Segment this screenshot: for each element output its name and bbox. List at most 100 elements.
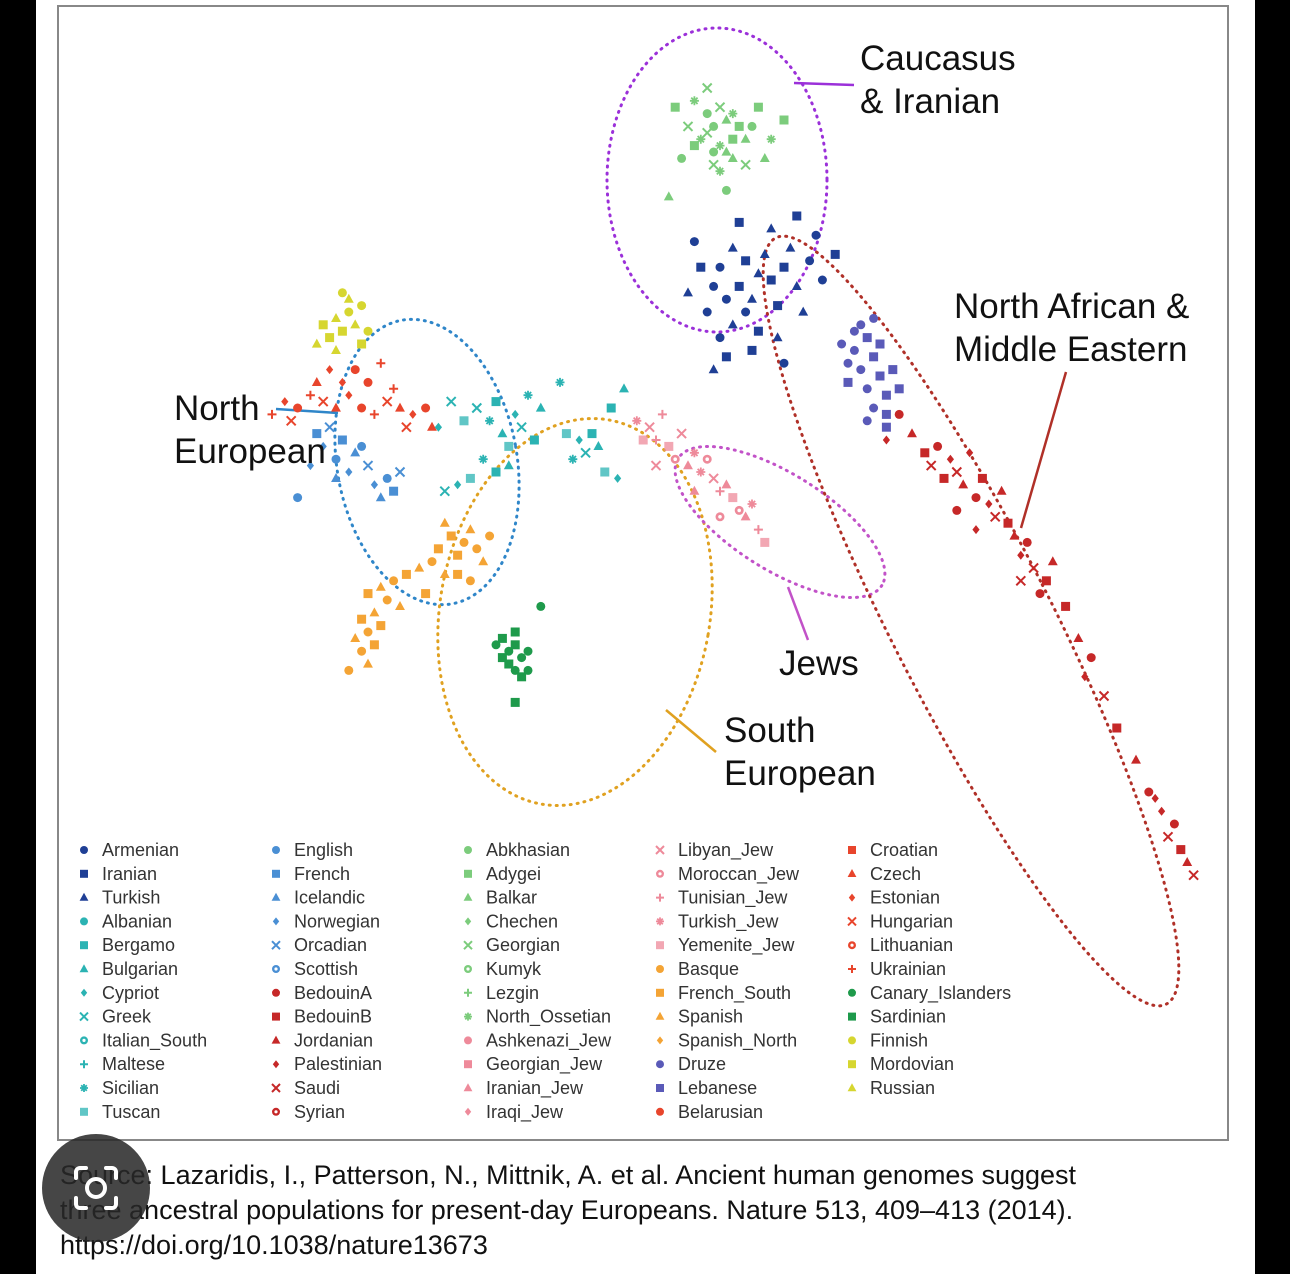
- data-point: [664, 441, 674, 451]
- data-point: [344, 307, 354, 317]
- legend-label: Iranian_Jew: [486, 1078, 584, 1099]
- data-point: [869, 403, 879, 413]
- legend-marker: [79, 1011, 89, 1022]
- legend-label: Norwegian: [294, 911, 380, 931]
- legend-label: Adygei: [486, 864, 541, 884]
- data-point: [478, 556, 489, 566]
- data-point: [882, 435, 890, 445]
- legend-marker: [656, 917, 664, 926]
- data-point: [766, 275, 776, 285]
- data-point: [587, 429, 597, 439]
- legend-marker: [848, 1036, 856, 1045]
- data-point: [734, 121, 744, 131]
- legend-marker: [848, 941, 856, 950]
- data-point: [709, 281, 719, 291]
- data-point: [376, 621, 386, 631]
- data-point: [357, 339, 367, 349]
- data-point: [478, 454, 488, 464]
- data-point: [1112, 723, 1122, 733]
- legend-label: Balkar: [486, 888, 537, 908]
- legend-label: Scottish: [294, 959, 358, 979]
- data-point: [708, 473, 719, 484]
- lens-search-button[interactable]: [42, 1134, 150, 1242]
- source-caption: Source: Lazaridis, I., Patterson, N., Mi…: [60, 1158, 1240, 1263]
- data-point: [843, 377, 853, 387]
- data-point: [445, 396, 457, 407]
- data-point: [465, 576, 475, 586]
- legend-marker: [464, 988, 472, 997]
- data-point: [345, 467, 353, 477]
- data-point: [721, 352, 731, 362]
- data-point: [357, 403, 367, 413]
- data-point: [843, 358, 853, 368]
- legend-label: Syrian: [294, 1102, 345, 1122]
- data-point: [414, 562, 425, 572]
- data-point: [375, 492, 386, 502]
- data-point: [357, 441, 367, 451]
- data-point: [325, 333, 335, 343]
- legend-label: Canary_Islanders: [870, 983, 1011, 1004]
- data-point: [638, 435, 648, 445]
- data-point: [454, 480, 462, 490]
- data-point: [1009, 530, 1020, 540]
- legend-label: Lithuanian: [870, 935, 953, 955]
- legend-marker: [271, 1083, 281, 1093]
- data-point: [715, 512, 725, 522]
- legend-marker: [80, 869, 88, 878]
- data-point: [689, 141, 699, 151]
- data-point: [593, 441, 604, 450]
- data-point: [1041, 576, 1051, 586]
- data-point: [721, 114, 732, 124]
- legend-label: Basque: [678, 959, 739, 979]
- data-point: [727, 319, 738, 329]
- label-caucasus-line2: & Iranian: [860, 82, 1000, 121]
- legend-marker: [80, 917, 88, 926]
- plot-frame: [57, 5, 1229, 1141]
- leader-north-african: [1019, 371, 1068, 529]
- data-point: [511, 409, 519, 419]
- lens-icon: [74, 1166, 118, 1210]
- data-point: [357, 646, 367, 656]
- data-point: [472, 544, 482, 554]
- data-point: [759, 249, 770, 258]
- legend-label: Abkhasian: [486, 840, 570, 860]
- legend-marker: [656, 988, 664, 997]
- data-point: [1003, 518, 1013, 528]
- data-point: [920, 448, 930, 458]
- legend-label: Maltese: [102, 1054, 165, 1074]
- legend-marker: [463, 1083, 473, 1092]
- legend-label: English: [294, 840, 353, 860]
- data-point: [894, 409, 904, 419]
- data-point: [580, 447, 591, 459]
- data-point: [317, 396, 329, 407]
- data-point: [779, 358, 789, 368]
- data-point: [497, 653, 507, 663]
- legend-marker: [847, 916, 857, 927]
- ellipse-north-african-middle-eastern: [761, 234, 1181, 1008]
- legend-label: Turkish_Jew: [678, 911, 779, 932]
- data-point: [702, 454, 712, 464]
- legend-marker: [80, 1107, 88, 1116]
- data-point: [389, 576, 399, 586]
- legend-label: Ukrainian: [870, 959, 946, 979]
- legend-label: Jordanian: [294, 1030, 373, 1050]
- data-point: [337, 288, 347, 298]
- data-point: [465, 524, 476, 534]
- legend-label: Bergamo: [102, 935, 175, 955]
- label-north-european-line2: European: [174, 432, 326, 471]
- data-point: [689, 237, 699, 247]
- data-point: [663, 191, 674, 201]
- data-point: [1162, 831, 1174, 843]
- data-point: [363, 627, 373, 637]
- data-point: [701, 82, 713, 94]
- label-north-african-line2: Middle Eastern: [954, 330, 1187, 369]
- data-point: [376, 358, 386, 368]
- legend-marker: [656, 1036, 664, 1045]
- data-point: [644, 421, 655, 433]
- data-point: [485, 531, 495, 541]
- data-point: [369, 409, 379, 419]
- pca-scatter-plot: Caucasus & Iranian North African & Middl…: [57, 5, 1229, 1141]
- legend-marker: [272, 1012, 280, 1021]
- legend-label: BedouinB: [294, 1007, 372, 1027]
- legend-marker: [79, 892, 89, 901]
